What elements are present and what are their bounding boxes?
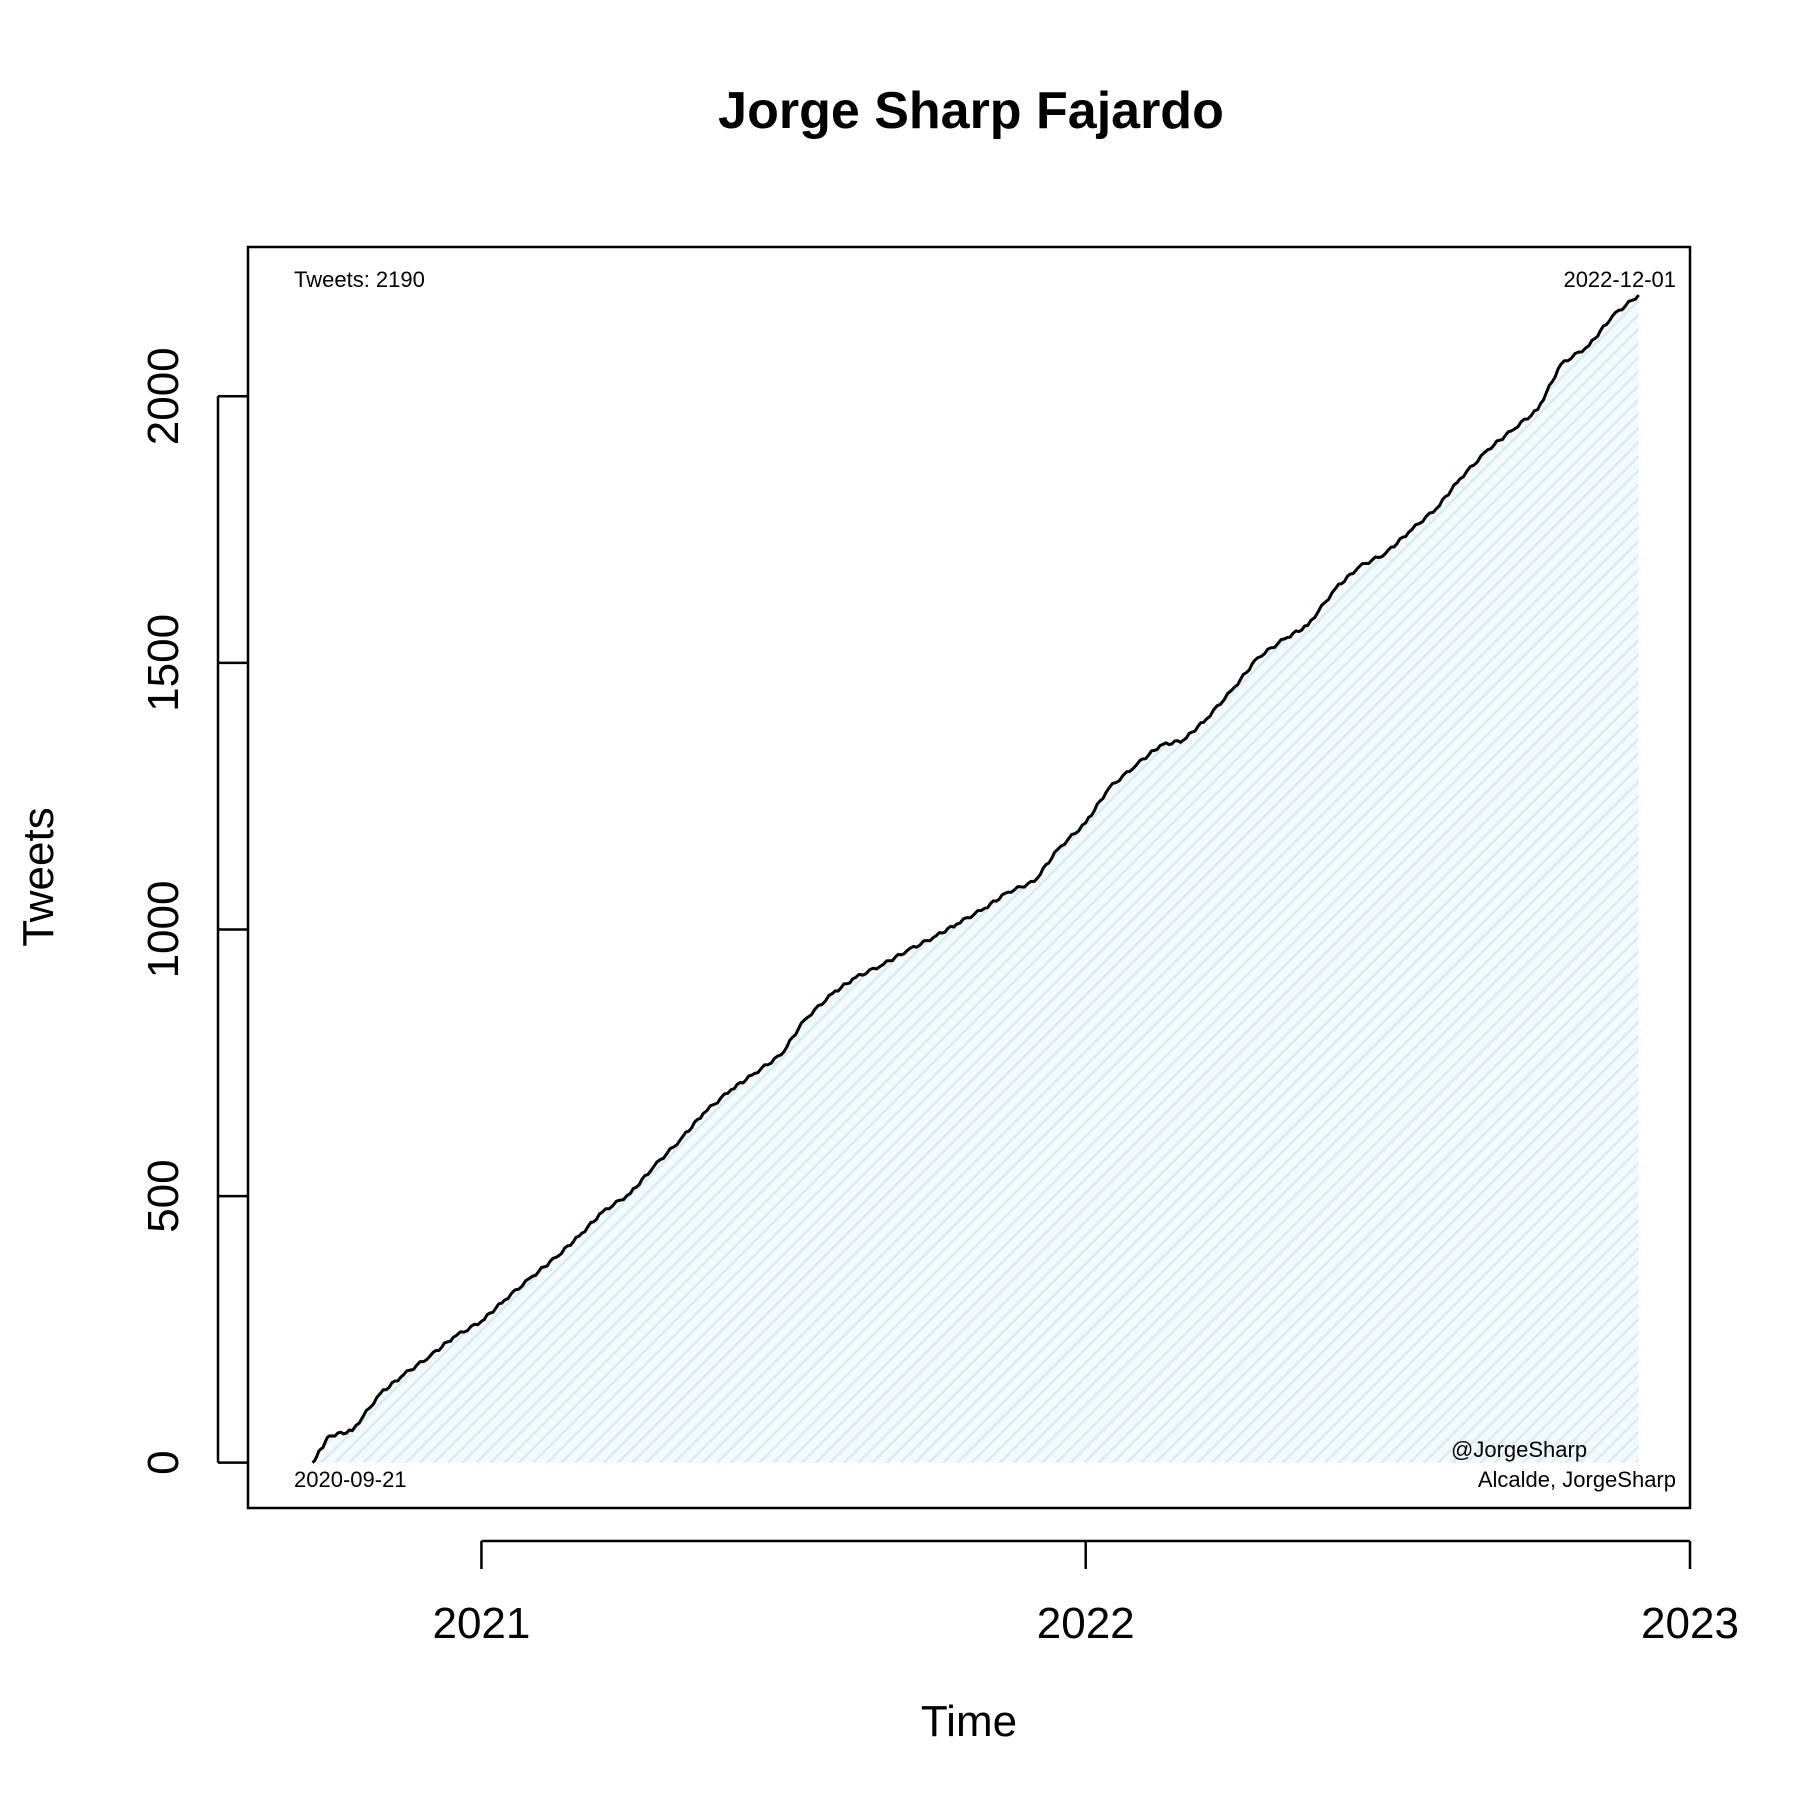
x-axis: 2021 2022 2023 [432, 1539, 1739, 1648]
end-date-label: 2022-12-01 [1563, 267, 1676, 292]
x-tick-label-2022: 2022 [1037, 1599, 1135, 1648]
series-line [311, 294, 1640, 1464]
y-axis: 0 500 1000 1500 2000 [139, 347, 248, 1475]
x-tick-label-2023: 2023 [1641, 1599, 1739, 1648]
start-date-label: 2020-09-21 [294, 1467, 407, 1492]
y-tick-label-500: 500 [139, 1159, 188, 1232]
y-tick-label-2000: 2000 [139, 347, 188, 445]
area-fill [312, 295, 1639, 1463]
chart-title: Jorge Sharp Fajardo [718, 82, 1224, 140]
handle-label: @JorgeSharp [1451, 1437, 1587, 1462]
account-label: Alcalde, JorgeSharp [1478, 1467, 1676, 1492]
y-axis-title: Tweets [14, 807, 63, 946]
tweet-count-label: Tweets: 2190 [294, 267, 425, 292]
plot-frame [246, 245, 1692, 1510]
x-axis-title: Time [921, 1697, 1017, 1746]
x-tick-label-2021: 2021 [432, 1599, 530, 1648]
y-tick-label-1000: 1000 [139, 881, 188, 979]
y-tick-label-1500: 1500 [139, 614, 188, 712]
y-tick-label-0: 0 [139, 1450, 188, 1474]
